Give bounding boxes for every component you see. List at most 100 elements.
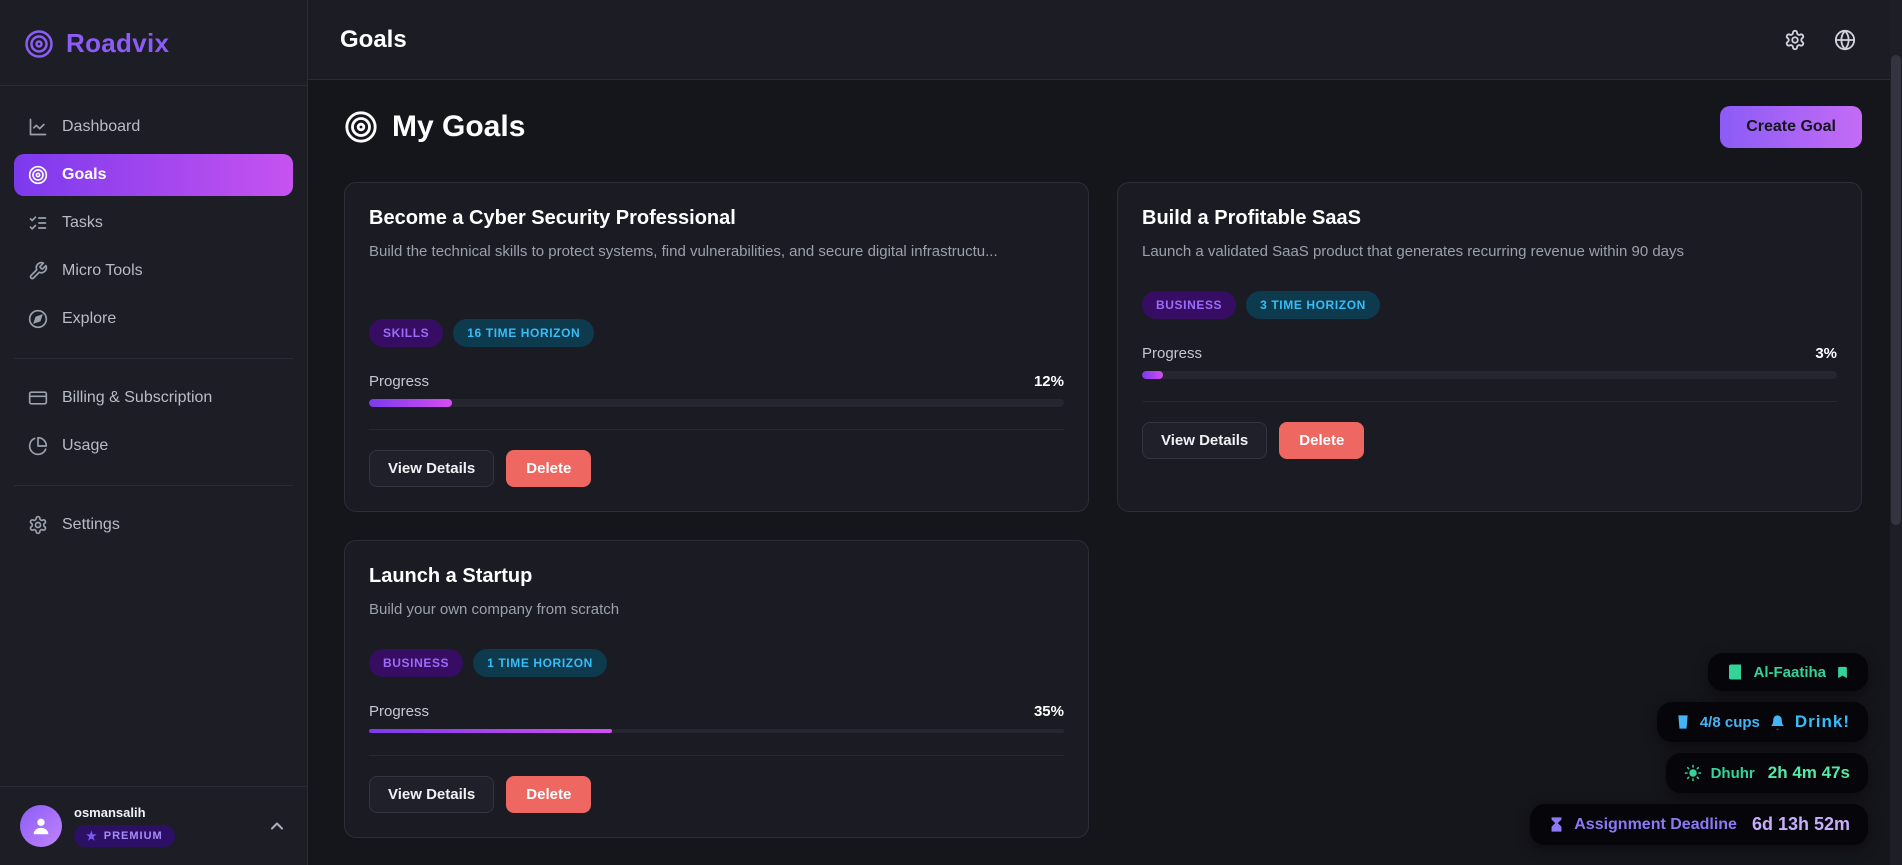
target-icon: [28, 165, 48, 185]
pie-chart-icon: [28, 436, 48, 456]
goal-description: Launch a validated SaaS product that gen…: [1142, 243, 1685, 260]
scrollbar[interactable]: [1890, 0, 1902, 865]
goal-card: Build a Profitable SaaS Launch a validat…: [1117, 182, 1862, 512]
sidebar-nav-settings: Settings: [0, 504, 307, 546]
prayer-countdown: 2h 4m 47s: [1767, 763, 1850, 782]
water-glass-icon: [1675, 713, 1691, 731]
sidebar-item-goals[interactable]: Goals: [14, 154, 293, 196]
sidebar-item-billing[interactable]: Billing & Subscription: [14, 377, 293, 419]
progress-head: Progress 12%: [369, 373, 1064, 390]
app-name: Roadvix: [66, 28, 170, 58]
delete-button[interactable]: Delete: [1279, 421, 1365, 459]
sidebar-item-micro-tools[interactable]: Micro Tools: [14, 250, 293, 292]
sidebar-item-dashboard[interactable]: Dashboard: [14, 106, 293, 148]
goal-badges: BUSINESS 3 TIME HORIZON: [1142, 290, 1837, 319]
sidebar-spacer: [0, 546, 307, 786]
goals-grid: Become a Cyber Security Professional Bui…: [344, 182, 1862, 838]
time-horizon-badge: 16 TIME HORIZON: [453, 319, 595, 347]
sidebar-item-tasks[interactable]: Tasks: [14, 202, 293, 244]
checklist-icon: [28, 213, 48, 233]
credit-card-icon: [28, 388, 48, 408]
gear-icon: [28, 515, 48, 535]
goal-card: Launch a Startup Build your own company …: [344, 540, 1089, 838]
card-divider: [369, 755, 1064, 756]
water-widget[interactable]: 4/8 cups Drink!: [1656, 702, 1868, 742]
progress-fill: [369, 399, 453, 407]
water-cups-count: 4/8 cups: [1699, 713, 1760, 731]
hourglass-icon: [1548, 816, 1565, 833]
sidebar-item-explore[interactable]: Explore: [14, 298, 293, 340]
deadline-widget[interactable]: Assignment Deadline 6d 13h 52m: [1530, 804, 1868, 845]
deadline-label: Assignment Deadline: [1574, 815, 1737, 833]
category-badge: BUSINESS: [1142, 290, 1237, 319]
goal-badges: BUSINESS 1 TIME HORIZON: [369, 648, 1064, 677]
delete-button[interactable]: Delete: [506, 450, 592, 487]
drink-reminder-label: Drink!: [1794, 712, 1850, 731]
sidebar-item-usage[interactable]: Usage: [14, 425, 293, 467]
card-divider: [1142, 400, 1837, 402]
quran-widget[interactable]: Al-Faatiha: [1708, 653, 1868, 691]
progress-percent: 35%: [1033, 702, 1064, 720]
scrollbar-thumb[interactable]: [1891, 55, 1901, 525]
goal-title: Launch a Startup: [369, 565, 533, 587]
sidebar-divider: [14, 358, 293, 359]
goal-description: Build the technical skills to protect sy…: [369, 243, 998, 260]
progress-bar: [369, 399, 1064, 407]
target-icon: [344, 110, 378, 144]
category-badge: BUSINESS: [369, 648, 464, 677]
prayer-widget[interactable]: Dhuhr 2h 4m 47s: [1665, 753, 1868, 793]
avatar: [20, 805, 62, 847]
goal-title: Build a Profitable SaaS: [1142, 207, 1361, 229]
sun-icon: [1684, 764, 1702, 782]
card-actions: View Details Delete: [1142, 421, 1837, 459]
sidebar-item-label: Micro Tools: [62, 262, 143, 279]
surah-name: Al-Faatiha: [1753, 663, 1826, 681]
view-details-button[interactable]: View Details: [369, 450, 495, 487]
view-details-button[interactable]: View Details: [369, 776, 495, 813]
app-logo: Roadvix: [0, 0, 307, 86]
premium-badge: ★ PREMIUM: [74, 825, 175, 847]
sidebar-item-label: Billing & Subscription: [62, 389, 213, 406]
user-meta: osmansalih ★ PREMIUM: [74, 805, 175, 847]
topbar-actions: [1784, 29, 1856, 51]
settings-gear-button[interactable]: [1784, 29, 1806, 51]
card-actions: View Details Delete: [369, 450, 1064, 487]
content: My Goals Create Goal Become a Cyber Secu…: [308, 80, 1902, 865]
user-name: osmansalih: [74, 805, 146, 820]
sidebar-divider: [14, 485, 293, 486]
chevron-up-icon[interactable]: [267, 816, 287, 836]
sidebar-item-label: Dashboard: [62, 118, 141, 135]
globe-button[interactable]: [1834, 29, 1856, 51]
quran-book-icon: [1726, 663, 1744, 681]
star-icon: ★: [86, 829, 98, 843]
progress-fill: [1142, 370, 1163, 379]
goal-title: Become a Cyber Security Professional: [369, 207, 736, 229]
create-goal-button[interactable]: Create Goal: [1720, 106, 1862, 148]
progress-bar: [1142, 370, 1837, 379]
sidebar-item-label: Goals: [62, 166, 107, 183]
progress-percent: 3%: [1815, 344, 1837, 362]
compass-icon: [28, 309, 48, 329]
progress-label: Progress: [1142, 344, 1203, 362]
time-horizon-badge: 1 TIME HORIZON: [473, 648, 607, 677]
progress-fill: [369, 728, 613, 734]
sidebar-item-label: Tasks: [62, 214, 103, 231]
page-header-title: Goals: [340, 25, 407, 53]
bookmark-icon: [1835, 665, 1850, 680]
progress-bar: [369, 728, 1064, 734]
sidebar-item-label: Explore: [62, 310, 117, 327]
progress-label: Progress: [369, 373, 430, 390]
page-head: My Goals Create Goal: [344, 106, 1862, 148]
line-chart-icon: [28, 117, 48, 137]
topbar: Goals: [308, 0, 1902, 80]
progress-percent: 12%: [1033, 373, 1064, 390]
delete-button[interactable]: Delete: [506, 776, 592, 813]
premium-badge-label: PREMIUM: [103, 830, 163, 842]
user-menu[interactable]: osmansalih ★ PREMIUM: [0, 786, 307, 865]
view-details-button[interactable]: View Details: [1142, 421, 1268, 459]
floating-widgets: Al-Faatiha 4/8 cups Drink! Dhu: [1530, 653, 1868, 845]
page-title: My Goals: [392, 110, 526, 143]
sidebar-item-settings[interactable]: Settings: [14, 504, 293, 546]
sidebar-nav: Dashboard Goals Tasks Micro Tools: [0, 86, 307, 340]
